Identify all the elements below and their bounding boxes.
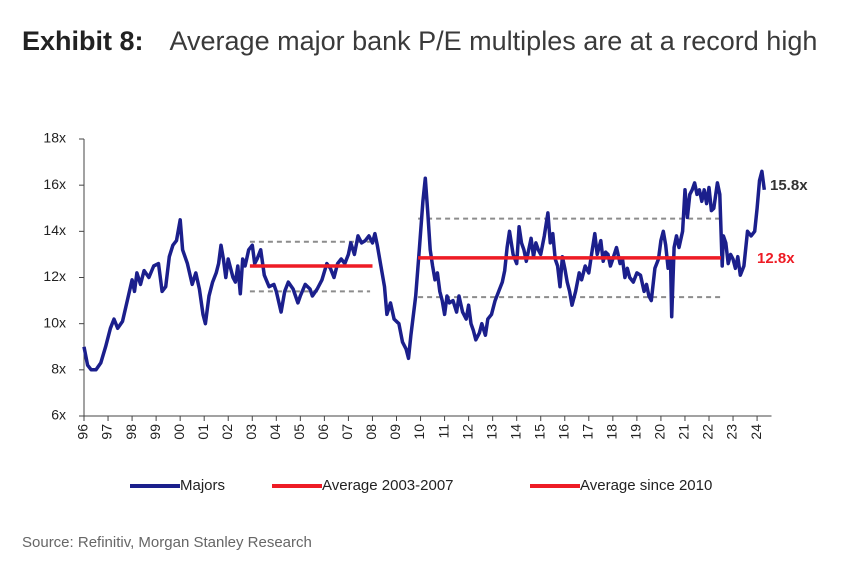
x-tick-label: 04 — [267, 424, 283, 440]
annotation: 12.8x — [757, 250, 795, 267]
series-line — [82, 169, 767, 372]
y-tick-label: 8x — [51, 361, 66, 377]
title-text: Average major bank P/E multiples are at … — [169, 26, 818, 56]
x-tick-label: 13 — [483, 424, 499, 440]
legend-label: Majors — [180, 477, 225, 494]
x-tick-label: 11 — [435, 424, 451, 439]
x-tick-label: 16 — [555, 424, 571, 440]
x-tick-label: 15 — [531, 424, 547, 440]
x-tick-label: 06 — [315, 424, 331, 440]
x-tick-label: 12 — [459, 424, 475, 440]
y-tick-label: 18x — [43, 130, 66, 146]
x-tick-label: 05 — [291, 424, 307, 440]
y-tick-label: 10x — [43, 314, 66, 330]
x-tick-label: 01 — [195, 424, 211, 440]
source: Source: Refinitiv, Morgan Stanley Resear… — [22, 534, 312, 551]
x-tick-label: 97 — [99, 424, 115, 440]
y-tick-label: 6x — [51, 407, 66, 423]
x-tick-label: 18 — [604, 424, 620, 440]
x-tick-label: 02 — [219, 424, 235, 440]
y-tick-label: 16x — [43, 176, 66, 192]
x-tick-label: 21 — [676, 424, 692, 440]
title-label: Exhibit 8: — [22, 26, 144, 56]
x-tick-label: 23 — [724, 424, 740, 440]
legend-label: Average since 2010 — [580, 477, 712, 494]
x-tick-label: 07 — [339, 424, 355, 440]
x-tick-label: 00 — [171, 424, 187, 440]
x-tick-label: 14 — [507, 424, 523, 440]
x-tick-label: 98 — [123, 424, 139, 440]
x-tick-label: 19 — [628, 424, 644, 440]
x-tick-label: 96 — [75, 424, 91, 440]
y-tick-label: 12x — [43, 268, 66, 284]
x-tick-label: 24 — [748, 424, 764, 440]
x-tick-label: 09 — [387, 424, 403, 440]
x-tick-label: 99 — [147, 424, 163, 440]
x-tick-label: 20 — [652, 424, 668, 440]
x-tick-label: 17 — [580, 424, 596, 440]
x-tick-label: 03 — [243, 424, 259, 440]
legend-label: Average 2003-2007 — [322, 477, 454, 494]
x-tick-label: 10 — [411, 424, 427, 440]
x-tick-label: 08 — [363, 424, 379, 440]
x-tick-label: 22 — [700, 424, 716, 440]
annotation: 15.8x — [770, 177, 808, 194]
y-tick-label: 14x — [43, 222, 66, 238]
title: Exhibit 8: Average major bank P/E multipl… — [22, 20, 822, 62]
